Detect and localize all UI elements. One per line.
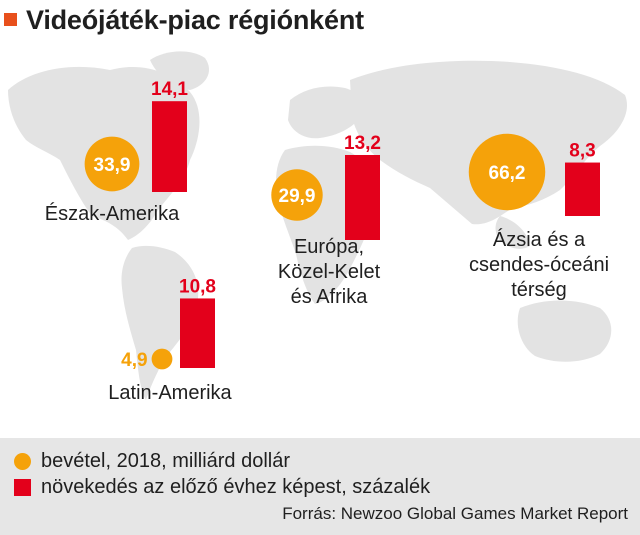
source-note: Forrás: Newzoo Global Games Market Repor… [282, 504, 628, 523]
region-label-europe_mea-line-1: Európa, [294, 236, 364, 258]
region-label-europe_mea-line-3: és Afrika [291, 286, 369, 308]
region-label-asia_pacific-line-1: Ázsia és a [493, 228, 586, 251]
chart-area: 14,1 33,9 Észak-Amerika 10,8 4,9 Latin-Amerik… [8, 51, 628, 404]
growth-bar-europe_mea [345, 154, 380, 240]
region-label-north_america: Észak-Amerika [45, 202, 180, 225]
revenue-value-asia_pacific: 66,2 [489, 163, 526, 184]
legend-panel: bevétel, 2018, milliárd dollár növekedés… [0, 438, 640, 535]
growth-value-north_america: 14,1 [151, 79, 188, 100]
chart-marks: 14,1 33,9 Észak-Amerika 10,8 4,9 Latin-Amerik… [45, 79, 609, 404]
legend-revenue-label: bevétel, 2018, milliárd dollár [41, 449, 291, 472]
chart-title: Videójáték-piac régiónként [26, 5, 364, 35]
revenue-circle-asia_pacific [468, 133, 546, 211]
map-south-america [121, 245, 199, 400]
region-label-asia_pacific-line-2: csendes-óceáni [469, 254, 609, 276]
growth-value-latin_america: 10,8 [179, 276, 216, 297]
map-greenland [150, 51, 210, 90]
revenue-value-latin_america: 4,9 [121, 350, 147, 371]
legend-bar-marker [14, 478, 31, 496]
revenue-circle-latin_america [151, 348, 173, 370]
revenue-circle-europe_mea [271, 169, 323, 221]
map-australia [517, 300, 612, 362]
legend-growth-label: növekedés az előző évhez képest, százalé… [41, 475, 431, 498]
growth-bar-asia_pacific [565, 162, 600, 216]
title-accent-square [4, 13, 17, 26]
growth-value-asia_pacific: 8,3 [569, 141, 595, 162]
legend-item-growth: növekedés az előző évhez képest, százalé… [14, 474, 430, 500]
region-label-europe_mea-line-2: Közel-Kelet [278, 261, 381, 283]
title-bar: Videójáték-piac régiónként [0, 0, 640, 40]
growth-bar-north_america [152, 101, 187, 192]
revenue-circle-north_america [84, 136, 140, 192]
map-southeast-asia [495, 216, 530, 249]
revenue-value-europe_mea: 29,9 [279, 186, 316, 207]
growth-value-europe_mea: 13,2 [344, 133, 381, 154]
world-map-background [8, 51, 628, 400]
revenue-value-north_america: 33,9 [94, 155, 131, 176]
region-label-latin_america: Latin-Amerika [108, 382, 232, 404]
legend-item-revenue: bevétel, 2018, milliárd dollár [14, 448, 290, 474]
growth-bar-latin_america [180, 298, 215, 368]
region-label-asia_pacific-line-3: térség [511, 279, 567, 301]
map-europe [288, 86, 364, 139]
legend-circle-marker [14, 452, 31, 470]
